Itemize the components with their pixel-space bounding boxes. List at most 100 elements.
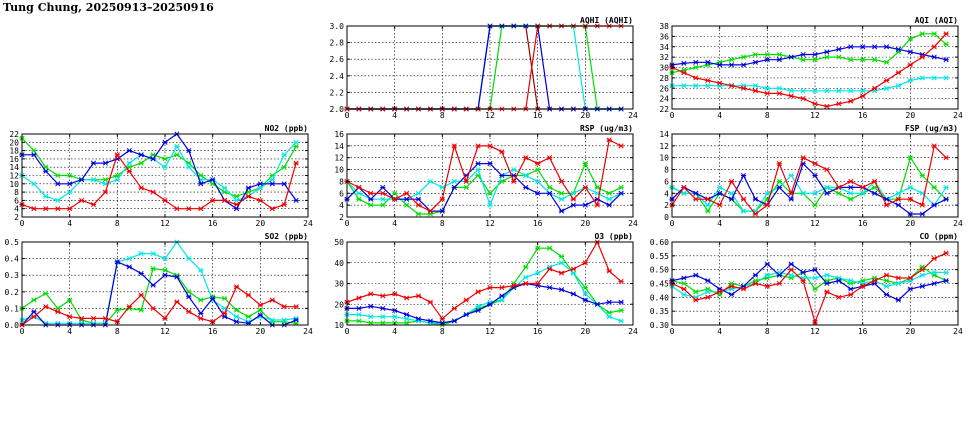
data-point [752,272,759,278]
data-point [198,181,204,187]
data-point [368,190,374,196]
x-tick-label: 12 [485,219,495,228]
data-point [210,295,216,301]
data-point [245,185,251,191]
x-tick-label: 16 [533,327,543,336]
data-point [368,196,374,202]
data-point [475,167,481,173]
x-tick-label: 24 [303,219,313,228]
y-tick-label: 0.0 [5,321,20,330]
data-point [451,318,457,324]
data-point [764,51,770,58]
data-point [487,161,493,167]
x-tick-label: 16 [533,111,543,120]
data-point [198,310,204,316]
x-tick-label: 4 [392,111,397,120]
data-point [67,172,73,179]
y-tick-label: 0.40 [650,293,669,302]
data-point [78,315,85,321]
data-point [439,184,445,190]
data-point [415,190,422,196]
data-point [558,190,565,196]
data-point [848,292,854,298]
data-point [582,184,588,190]
data-point [174,206,180,212]
y-tick-label: 8 [339,177,344,186]
data-point [728,178,735,184]
data-point [126,160,132,166]
data-point [812,88,818,94]
data-point [788,88,794,94]
x-tick-label: 16 [208,219,218,228]
chart-title: RSP (ug/m3) [580,124,633,133]
x-tick-label: 0 [345,327,350,336]
data-point [705,208,711,214]
y-tick-label: 0.55 [650,252,669,261]
data-point [356,184,362,190]
data-point [824,289,830,295]
data-point [606,190,612,196]
data-point [681,70,687,76]
y-tick-label: 10 [659,154,669,163]
data-point [404,312,410,318]
data-point [705,278,711,284]
x-tick-label: 12 [160,219,170,228]
data-point [907,184,913,190]
y-tick-label: 0.2 [5,288,20,297]
x-tick-label: 4 [392,327,397,336]
x-tick-label: 20 [256,327,266,336]
y-tick-label: 10 [9,180,19,189]
data-point [368,303,374,309]
data-point [931,184,937,190]
data-point [931,256,937,262]
data-point [860,88,866,94]
data-point [824,280,830,287]
x-tick-label: 12 [810,327,820,336]
data-point [681,292,687,298]
y-tick-label: 0.4 [5,255,20,264]
data-point [198,315,204,321]
data-point [102,177,109,183]
data-point [535,245,541,251]
data-point [90,202,97,208]
data-point [860,93,866,99]
data-point [535,167,541,173]
data-point [871,278,878,284]
data-point [523,155,529,161]
series-line [671,174,947,212]
data-point [535,270,541,276]
data-point [558,260,565,266]
data-point [233,284,240,290]
data-point [752,51,759,58]
x-tick-label: 24 [628,111,638,120]
data-point [281,202,287,208]
x-tick-label: 4 [717,327,722,336]
data-point [293,197,299,203]
data-point [812,57,818,63]
y-tick-label: 2.2 [330,88,345,97]
data-point [162,139,168,145]
data-point [812,202,818,208]
data-point [558,178,565,184]
data-point [594,184,600,190]
so2-chart: 0 4 8 12 16 20 24 0.0 0.1 0.2 0.3 0.4 0.5 SO2 (ppb) [5,232,313,336]
data-point [883,292,890,298]
data-point [848,190,854,196]
data-point [582,161,588,167]
data-point [162,315,168,321]
x-tick-label: 24 [953,111,963,120]
data-point [812,101,818,107]
data-point [606,137,612,143]
data-point [836,54,842,60]
data-point [836,190,842,196]
data-point [78,197,85,203]
data-point [475,161,481,167]
data-point [728,62,735,68]
data-point [812,172,818,179]
x-tick-label: 24 [303,327,313,336]
data-point [535,161,541,167]
data-point [836,184,842,190]
data-point [535,190,541,196]
